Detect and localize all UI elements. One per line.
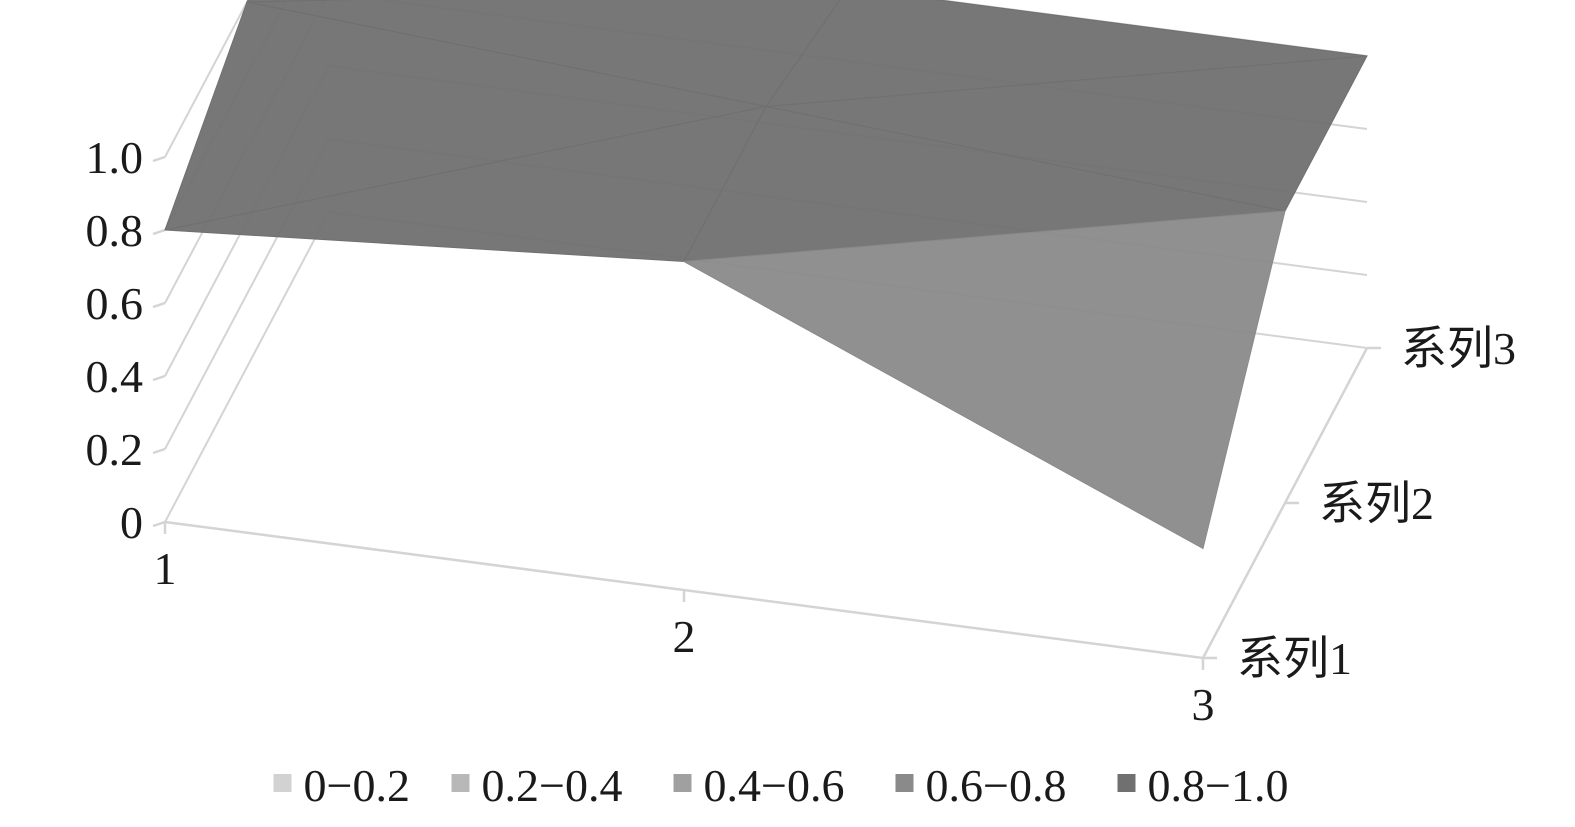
z-tick-label: 1.0 (86, 132, 144, 183)
z-tick-label: 0 (120, 497, 143, 548)
depth-axis-tick-labels: 系列1 系列2 系列3 (1237, 323, 1516, 684)
z-tick-mark (152, 374, 166, 382)
z-axis-tick-labels: 0 0.2 0.4 0.6 0.8 1.0 (86, 132, 144, 548)
x-tick-label: 2 (673, 611, 696, 662)
z-tick-mark (152, 447, 166, 455)
depth-tick-label: 系列2 (1319, 478, 1434, 529)
z-tick-mark (152, 301, 166, 309)
legend-label: 0.8−1.0 (1148, 760, 1289, 811)
z-tick-label: 0.6 (86, 278, 144, 329)
surface-patch (164, 105, 767, 263)
z-tick-mark (152, 155, 166, 163)
z-tick-label: 0.2 (86, 424, 144, 475)
legend: 0−0.2 0.2−0.4 0.4−0.6 0.6−0.8 0.8−1.0 (273, 760, 1289, 811)
surface-patches (164, 0, 1368, 550)
z-tick-mark (152, 520, 166, 528)
legend-label: 0−0.2 (304, 760, 410, 811)
depth-tick-label: 系列1 (1237, 633, 1352, 684)
legend-label: 0.2−0.4 (482, 760, 623, 811)
legend-swatch (1117, 774, 1136, 792)
legend-label: 0.4−0.6 (704, 760, 845, 811)
gridline (164, 0, 250, 158)
z-tick-label: 0.8 (86, 205, 144, 256)
axis-lines (152, 155, 1381, 670)
legend-swatch (451, 774, 470, 792)
x-axis-tick-labels: 1 2 3 (154, 543, 1215, 730)
legend-swatch (273, 774, 292, 792)
z-tick-mark (152, 228, 166, 236)
x-tick-label: 1 (154, 543, 177, 594)
legend-label: 0.6−0.8 (926, 760, 1067, 811)
legend-swatch (895, 774, 914, 792)
depth-tick-label: 系列3 (1401, 323, 1516, 374)
surface-patch (682, 210, 1286, 550)
legend-swatch (673, 774, 692, 792)
z-tick-label: 0.4 (86, 351, 144, 402)
x-tick-label: 3 (1192, 679, 1215, 730)
